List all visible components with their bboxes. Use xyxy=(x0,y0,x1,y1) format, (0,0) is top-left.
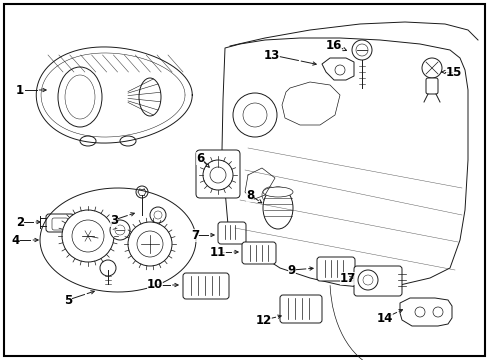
Text: 7: 7 xyxy=(190,229,199,242)
Ellipse shape xyxy=(58,67,102,127)
Text: 12: 12 xyxy=(255,314,271,327)
Circle shape xyxy=(154,211,162,219)
Text: 13: 13 xyxy=(264,49,280,62)
Circle shape xyxy=(62,210,114,262)
Circle shape xyxy=(232,93,276,137)
FancyBboxPatch shape xyxy=(183,273,228,299)
Text: 8: 8 xyxy=(245,189,254,202)
Text: 11: 11 xyxy=(209,246,225,258)
Text: 1: 1 xyxy=(16,84,24,96)
Circle shape xyxy=(243,103,266,127)
Circle shape xyxy=(351,40,371,60)
Text: 3: 3 xyxy=(110,213,118,226)
Circle shape xyxy=(137,231,163,257)
Circle shape xyxy=(150,207,165,223)
Text: 4: 4 xyxy=(12,234,20,247)
Circle shape xyxy=(110,220,130,240)
Circle shape xyxy=(355,44,367,56)
Circle shape xyxy=(72,220,104,252)
FancyBboxPatch shape xyxy=(196,150,240,198)
Circle shape xyxy=(334,65,345,75)
FancyBboxPatch shape xyxy=(52,218,68,230)
FancyBboxPatch shape xyxy=(280,295,321,323)
Circle shape xyxy=(357,270,377,290)
Text: 17: 17 xyxy=(339,271,355,284)
Circle shape xyxy=(414,307,424,317)
Circle shape xyxy=(136,186,148,198)
FancyBboxPatch shape xyxy=(425,78,437,94)
Ellipse shape xyxy=(263,187,292,229)
FancyBboxPatch shape xyxy=(46,214,74,232)
Text: 6: 6 xyxy=(196,152,203,165)
Circle shape xyxy=(209,167,225,183)
Ellipse shape xyxy=(120,136,136,146)
Text: 14: 14 xyxy=(376,311,392,324)
FancyBboxPatch shape xyxy=(353,266,401,296)
Ellipse shape xyxy=(80,136,96,146)
Circle shape xyxy=(115,225,125,235)
Ellipse shape xyxy=(65,75,95,119)
FancyBboxPatch shape xyxy=(242,242,275,264)
Circle shape xyxy=(262,187,278,203)
Ellipse shape xyxy=(139,78,161,116)
Ellipse shape xyxy=(263,187,292,197)
Text: 16: 16 xyxy=(325,39,342,51)
Circle shape xyxy=(432,307,442,317)
Text: 9: 9 xyxy=(287,264,296,276)
Circle shape xyxy=(203,160,232,190)
Circle shape xyxy=(128,222,172,266)
FancyBboxPatch shape xyxy=(316,257,354,281)
FancyBboxPatch shape xyxy=(218,222,245,244)
Text: 2: 2 xyxy=(16,216,24,229)
Text: 10: 10 xyxy=(146,279,163,292)
Circle shape xyxy=(362,275,372,285)
Circle shape xyxy=(100,260,116,276)
Circle shape xyxy=(421,58,441,78)
Text: 5: 5 xyxy=(64,293,72,306)
Text: 15: 15 xyxy=(445,66,461,78)
